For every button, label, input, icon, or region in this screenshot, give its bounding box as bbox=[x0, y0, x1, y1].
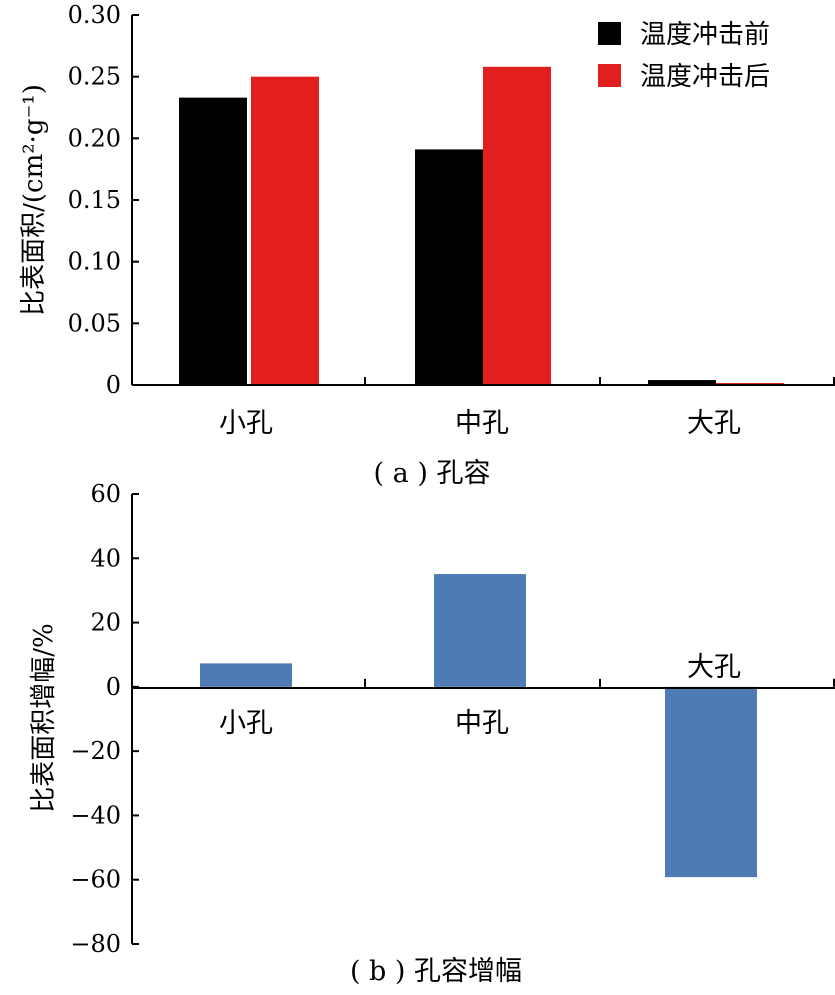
chart-b-y-ticks: 60 40 20 0 −20 −40 −60 −80 bbox=[70, 480, 139, 958]
chart-b-bar bbox=[665, 686, 757, 878]
chart-b-y-axis-label: 比表面积增幅/% bbox=[29, 623, 59, 812]
chart-a-y-tick-label: 0.25 bbox=[68, 63, 121, 91]
chart-a-y-ticks: 0 0.05 0.10 0.15 0.20 0.25 0.30 bbox=[68, 1, 139, 399]
chart-a-bar bbox=[251, 76, 319, 386]
chart-a: 0 0.05 0.10 0.15 0.20 0.25 0.30 小孔 中孔 大孔 比表面积/… bbox=[19, 1, 835, 489]
chart-a-legend: 温度冲击前 温度冲击后 bbox=[598, 20, 770, 92]
chart-b-y-tick-label: 20 bbox=[90, 609, 121, 637]
legend-swatch-after bbox=[598, 64, 621, 87]
chart-a-category-label: 小孔 bbox=[219, 408, 273, 439]
chart-b-x-ticks bbox=[364, 678, 835, 687]
legend-label-before: 温度冲击前 bbox=[640, 20, 770, 50]
chart-a-y-tick-label: 0 bbox=[106, 371, 121, 399]
chart-b-y-tick-label: −40 bbox=[70, 801, 121, 829]
chart-b: 60 40 20 0 −20 −40 −60 −80 小孔 中孔 大孔 比表面积增幅/% ( … bbox=[29, 480, 835, 987]
chart-a-bar bbox=[483, 66, 551, 386]
chart-b-category-label: 小孔 bbox=[219, 708, 273, 739]
chart-b-category-label: 中孔 bbox=[455, 708, 509, 739]
chart-a-bar bbox=[179, 97, 247, 385]
chart-b-bars bbox=[200, 574, 757, 878]
chart-b-y-tick-label: 0 bbox=[106, 673, 121, 701]
legend-label-after: 温度冲击后 bbox=[640, 62, 770, 92]
chart-a-y-tick-label: 0.05 bbox=[68, 309, 121, 337]
chart-a-category-label: 大孔 bbox=[687, 408, 741, 439]
chart-a-x-ticks bbox=[364, 377, 835, 385]
legend-swatch-before bbox=[598, 22, 621, 45]
chart-b-y-tick-label: −60 bbox=[70, 866, 121, 894]
chart-a-y-axis-label: 比表面积/(cm²·g⁻¹) bbox=[19, 84, 49, 316]
chart-a-y-tick-label: 0.20 bbox=[68, 124, 121, 152]
chart-a-y-tick-label: 0.10 bbox=[68, 248, 121, 276]
chart-b-bar bbox=[200, 663, 292, 687]
chart-a-bars bbox=[179, 66, 784, 386]
chart-a-y-tick-label: 0.15 bbox=[68, 186, 121, 214]
chart-b-caption: ( b ) 孔容增幅 bbox=[350, 956, 522, 987]
chart-a-category-label: 中孔 bbox=[455, 408, 509, 439]
chart-b-category-label: 大孔 bbox=[687, 652, 741, 683]
chart-a-bar bbox=[648, 380, 716, 385]
chart-a-y-tick-label: 0.30 bbox=[68, 1, 121, 29]
chart-b-y-tick-label: −20 bbox=[70, 737, 121, 765]
chart-a-caption: ( a ) 孔容 bbox=[374, 458, 491, 489]
chart-b-y-tick-label: −80 bbox=[70, 930, 121, 958]
chart-b-y-tick-label: 40 bbox=[90, 544, 121, 572]
chart-b-y-tick-label: 60 bbox=[90, 480, 121, 508]
chart-b-bar bbox=[434, 574, 526, 687]
chart-a-bar bbox=[415, 149, 483, 385]
